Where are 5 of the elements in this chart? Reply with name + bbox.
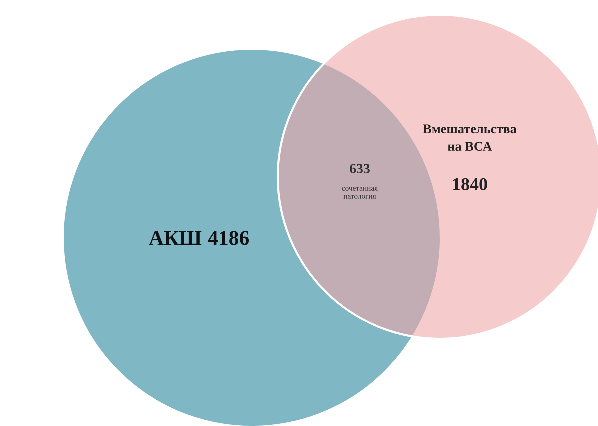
data-label: 1840 xyxy=(453,178,488,191)
data-label: 633 xyxy=(350,164,370,174)
data-label: 4186 xyxy=(208,231,250,246)
category-label: Вмешательства на ВСА xyxy=(423,124,517,152)
category-label: АКШ xyxy=(149,231,202,246)
